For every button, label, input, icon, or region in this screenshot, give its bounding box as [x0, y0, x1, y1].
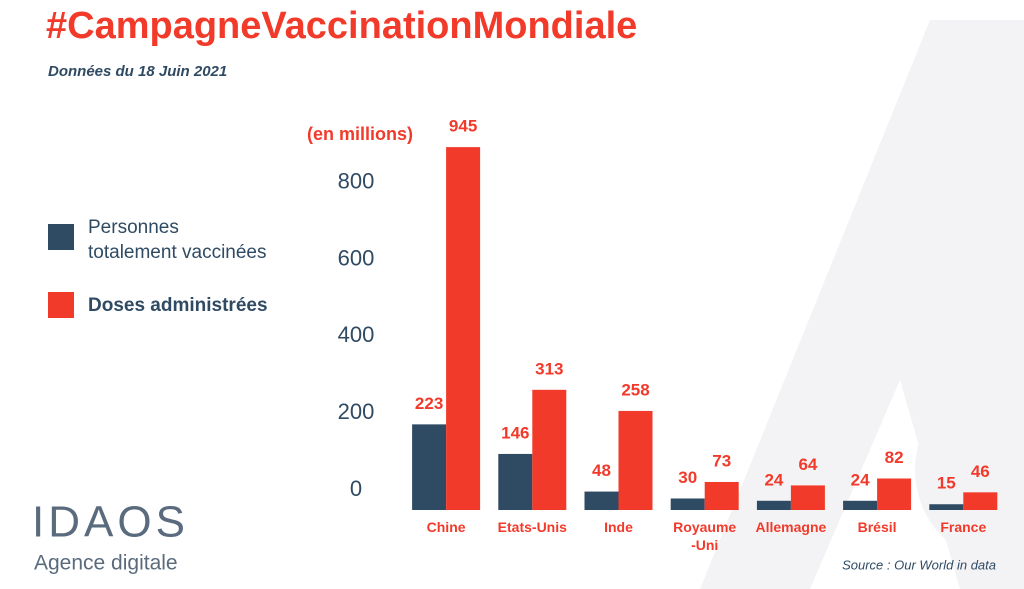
bar [446, 147, 481, 510]
background-shape [915, 375, 1024, 565]
y-tick-label: 0 [350, 476, 362, 501]
logo: IDAOS [32, 498, 189, 547]
data-label: 64 [798, 455, 817, 474]
data-label: 945 [449, 117, 477, 136]
data-label: 223 [415, 394, 443, 413]
bar [584, 491, 619, 510]
bar [843, 500, 878, 510]
data-label: 15 [937, 474, 956, 493]
x-tick-label: Royaume -Uni [673, 519, 737, 553]
y-tick-label: 800 [338, 169, 375, 194]
bar [532, 389, 567, 510]
data-label: 24 [764, 470, 783, 489]
bar [412, 424, 447, 510]
y-axis-label: (en millions) [307, 124, 413, 144]
x-tick-label: France [940, 519, 987, 535]
data-label: 146 [501, 423, 529, 442]
chart-title: #CampagneVaccinationMondiale [46, 5, 637, 47]
bar [498, 453, 533, 510]
bar [877, 478, 912, 510]
x-tick-label: Brésil [857, 519, 897, 535]
data-label: 48 [592, 461, 611, 480]
data-label: 82 [885, 448, 904, 467]
y-tick-label: 600 [338, 245, 375, 270]
x-tick-label: Etats-Unis [497, 519, 567, 535]
bar [670, 498, 705, 510]
legend-swatch [48, 292, 74, 318]
bar [618, 410, 653, 510]
data-label: 30 [678, 468, 697, 487]
source: Source : Our World in data [842, 557, 996, 572]
data-label: 24 [851, 470, 870, 489]
y-tick-label: 400 [338, 322, 375, 347]
x-tick-label: Chine [426, 519, 466, 535]
logo-tagline: Agence digitale [34, 552, 178, 575]
data-label: 258 [621, 380, 649, 399]
subtitle: Données du 18 Juin 2021 [48, 63, 227, 80]
legend-label: Doses administrées [88, 295, 268, 316]
legend-label: Personnes totalement vaccinées [88, 217, 267, 263]
x-tick-label: Allemagne [755, 519, 827, 535]
data-label: 46 [971, 462, 990, 481]
x-tick-label: Inde [604, 519, 633, 535]
legend-swatch [48, 224, 74, 250]
bar [756, 500, 791, 510]
bar [790, 485, 825, 510]
bar [704, 481, 739, 510]
bar [929, 504, 964, 510]
bar [963, 492, 998, 510]
data-label: 73 [712, 451, 731, 470]
y-tick-label: 200 [338, 399, 375, 424]
data-label: 313 [535, 359, 563, 378]
